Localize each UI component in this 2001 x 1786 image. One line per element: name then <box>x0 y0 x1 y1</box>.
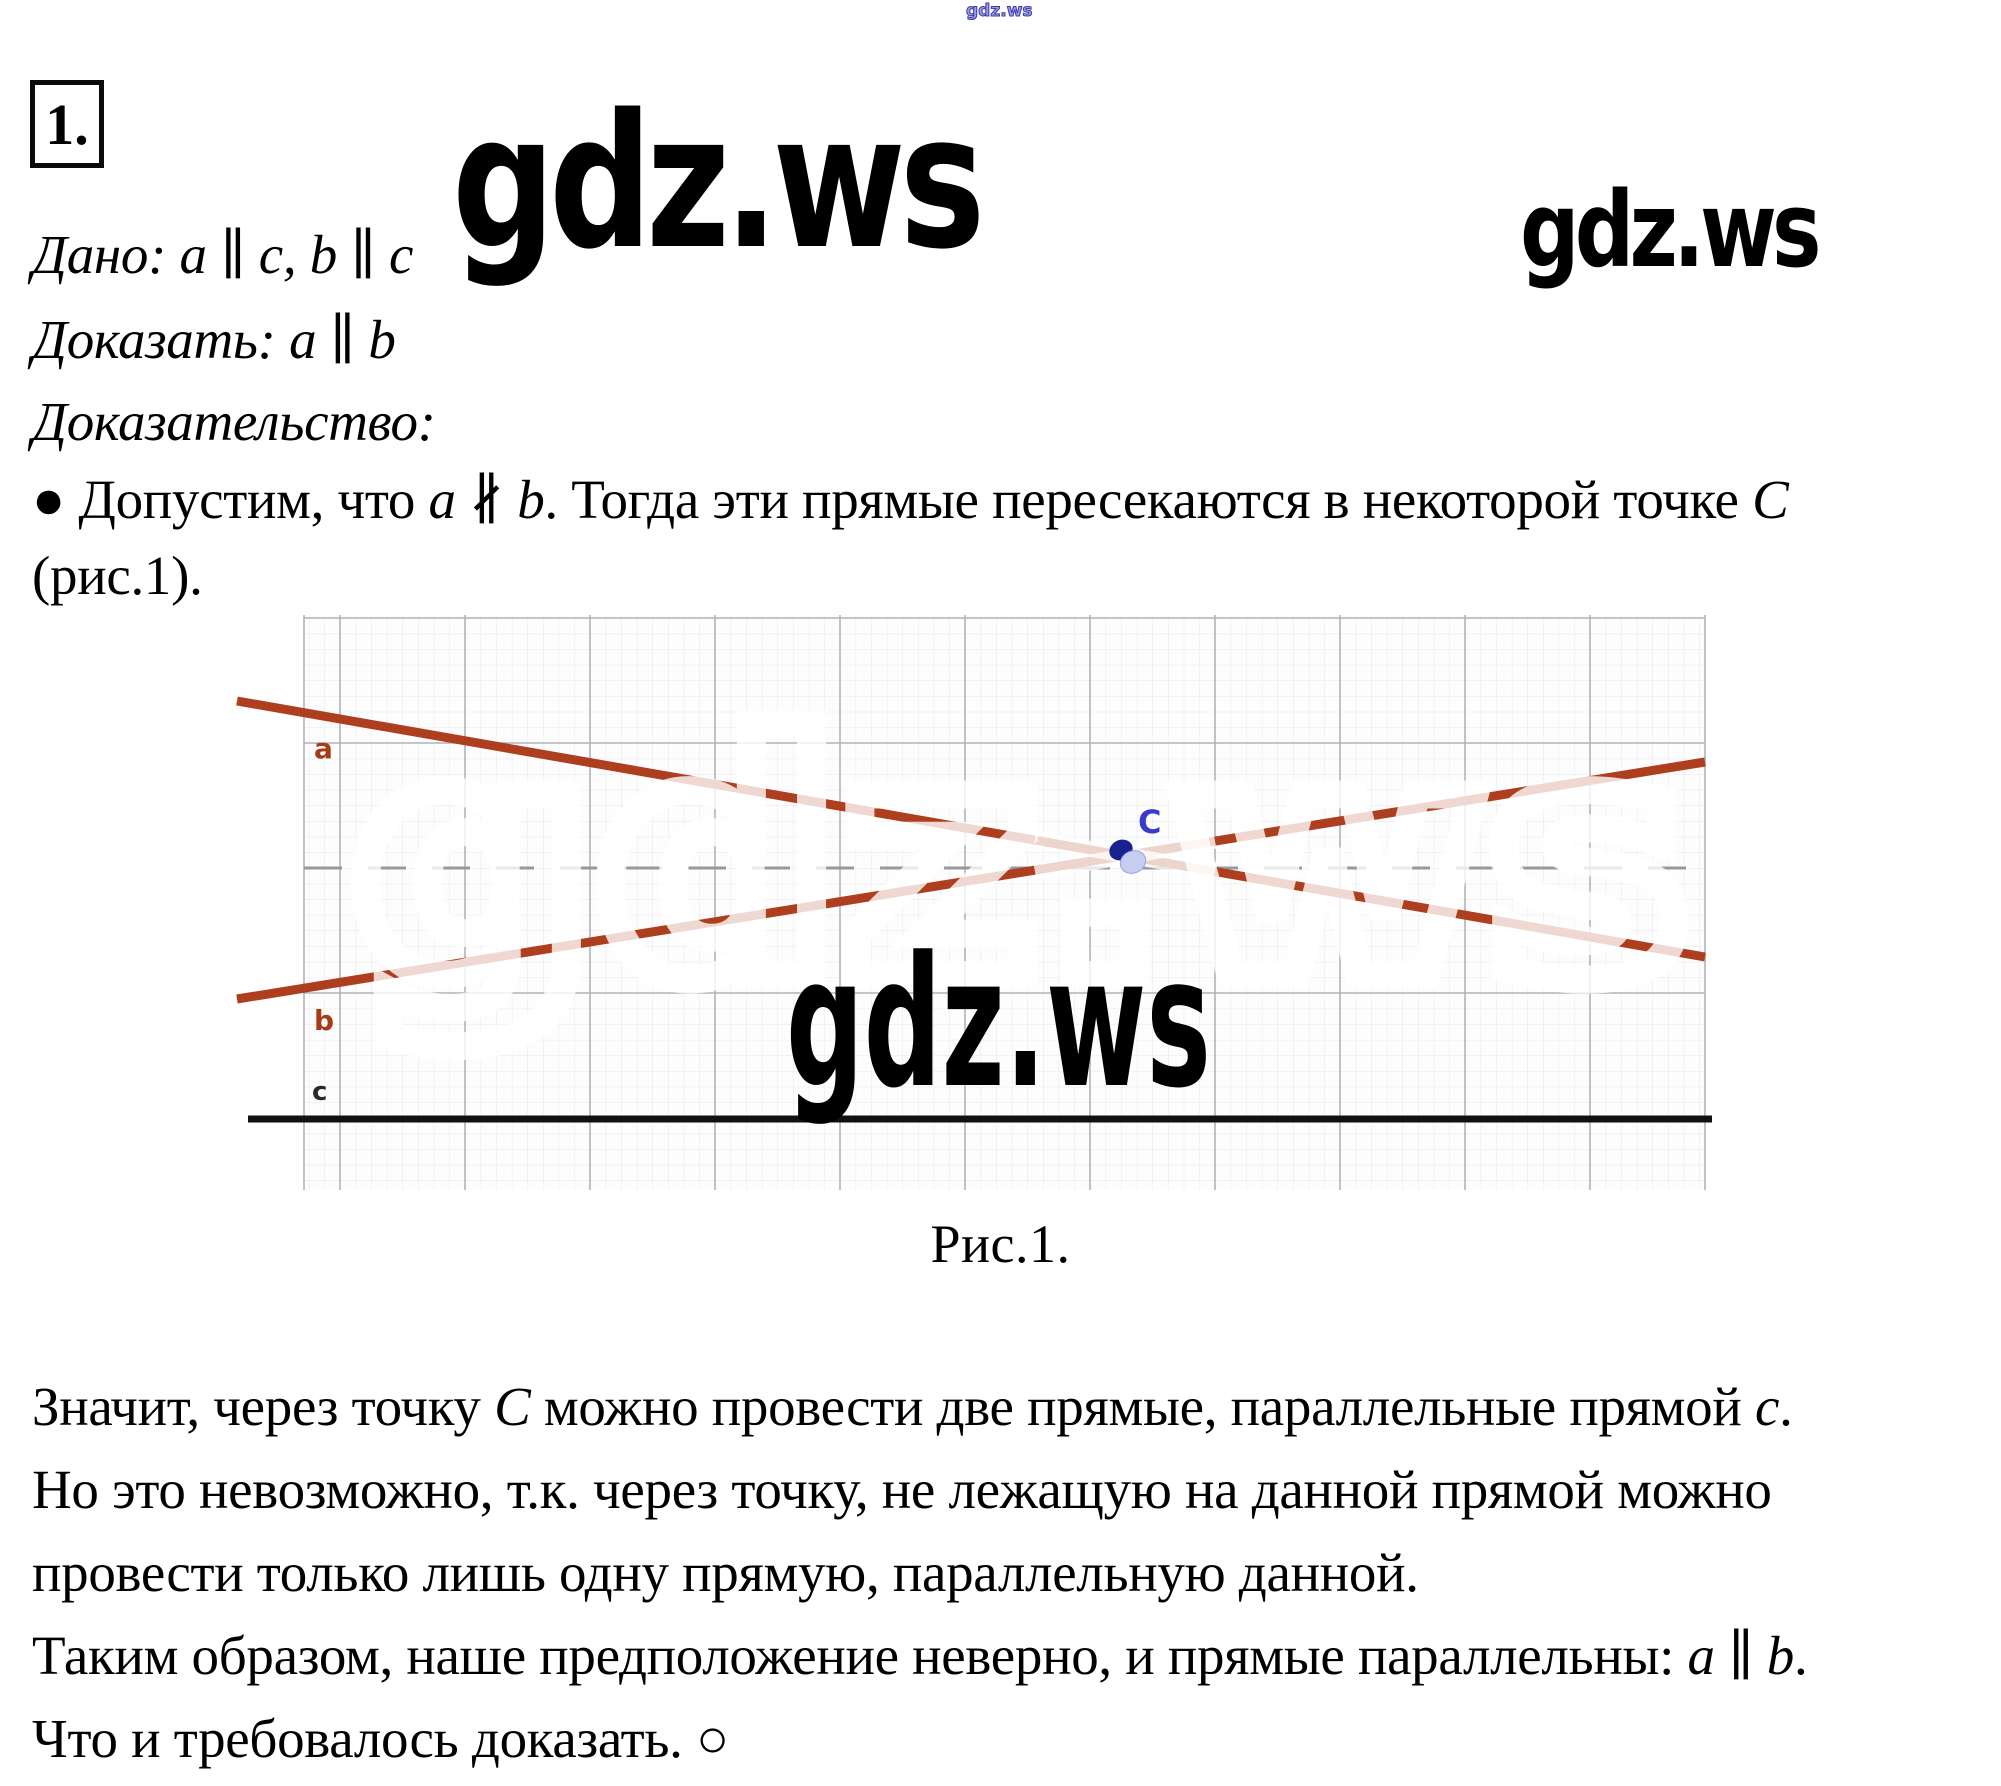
line-b <box>236 757 1706 1004</box>
label-line-b: b <box>314 1004 334 1037</box>
conclusion-line-3: провести только лишь одну прямую, паралл… <box>32 1542 1419 1603</box>
figure-caption: Рис.1. <box>930 1214 1071 1274</box>
figure-watermark-black: gdz.ws <box>786 919 1211 1128</box>
watermark-top-small: gdz.ws <box>966 1 1034 22</box>
conclusion-line-5: Что и требовалось доказать. ○ <box>32 1708 729 1769</box>
proof-step-1-cont: (рис.1). <box>32 545 203 606</box>
watermark-top-right: gdz.ws <box>1520 169 1822 291</box>
prove-line: Доказать: a ∥ b <box>32 309 396 370</box>
conclusion-line-4: Таким образом, наше предположение неверн… <box>32 1625 1808 1686</box>
figure-white-wash: gdz.ws <box>336 655 1704 1067</box>
conclusion-line-2: Но это невозможно, т.к. через точку, не … <box>32 1459 1772 1520</box>
given-line: Дано: a ∥ c, b ∥ c <box>32 224 414 285</box>
figure-watermark-white: gdz.ws <box>350 669 1690 1053</box>
conclusion-line-1: Значит, через точку C можно провести две… <box>32 1376 1793 1437</box>
figure-grid <box>303 615 1706 1190</box>
proof-heading: Доказательство: <box>32 391 436 452</box>
watermark-top-center: gdz.ws <box>452 74 985 290</box>
label-point-C: C <box>1138 803 1161 841</box>
line-a <box>236 696 1706 962</box>
label-line-a: a <box>314 732 333 765</box>
problem-number: 1. <box>45 91 89 157</box>
label-line-c: c <box>312 1077 327 1107</box>
problem-number-box: 1. <box>30 80 104 168</box>
point-C-marker <box>1109 839 1147 874</box>
proof-step-1: ● Допустим, что a ∦ b. Тогда эти прямые … <box>32 469 1789 530</box>
